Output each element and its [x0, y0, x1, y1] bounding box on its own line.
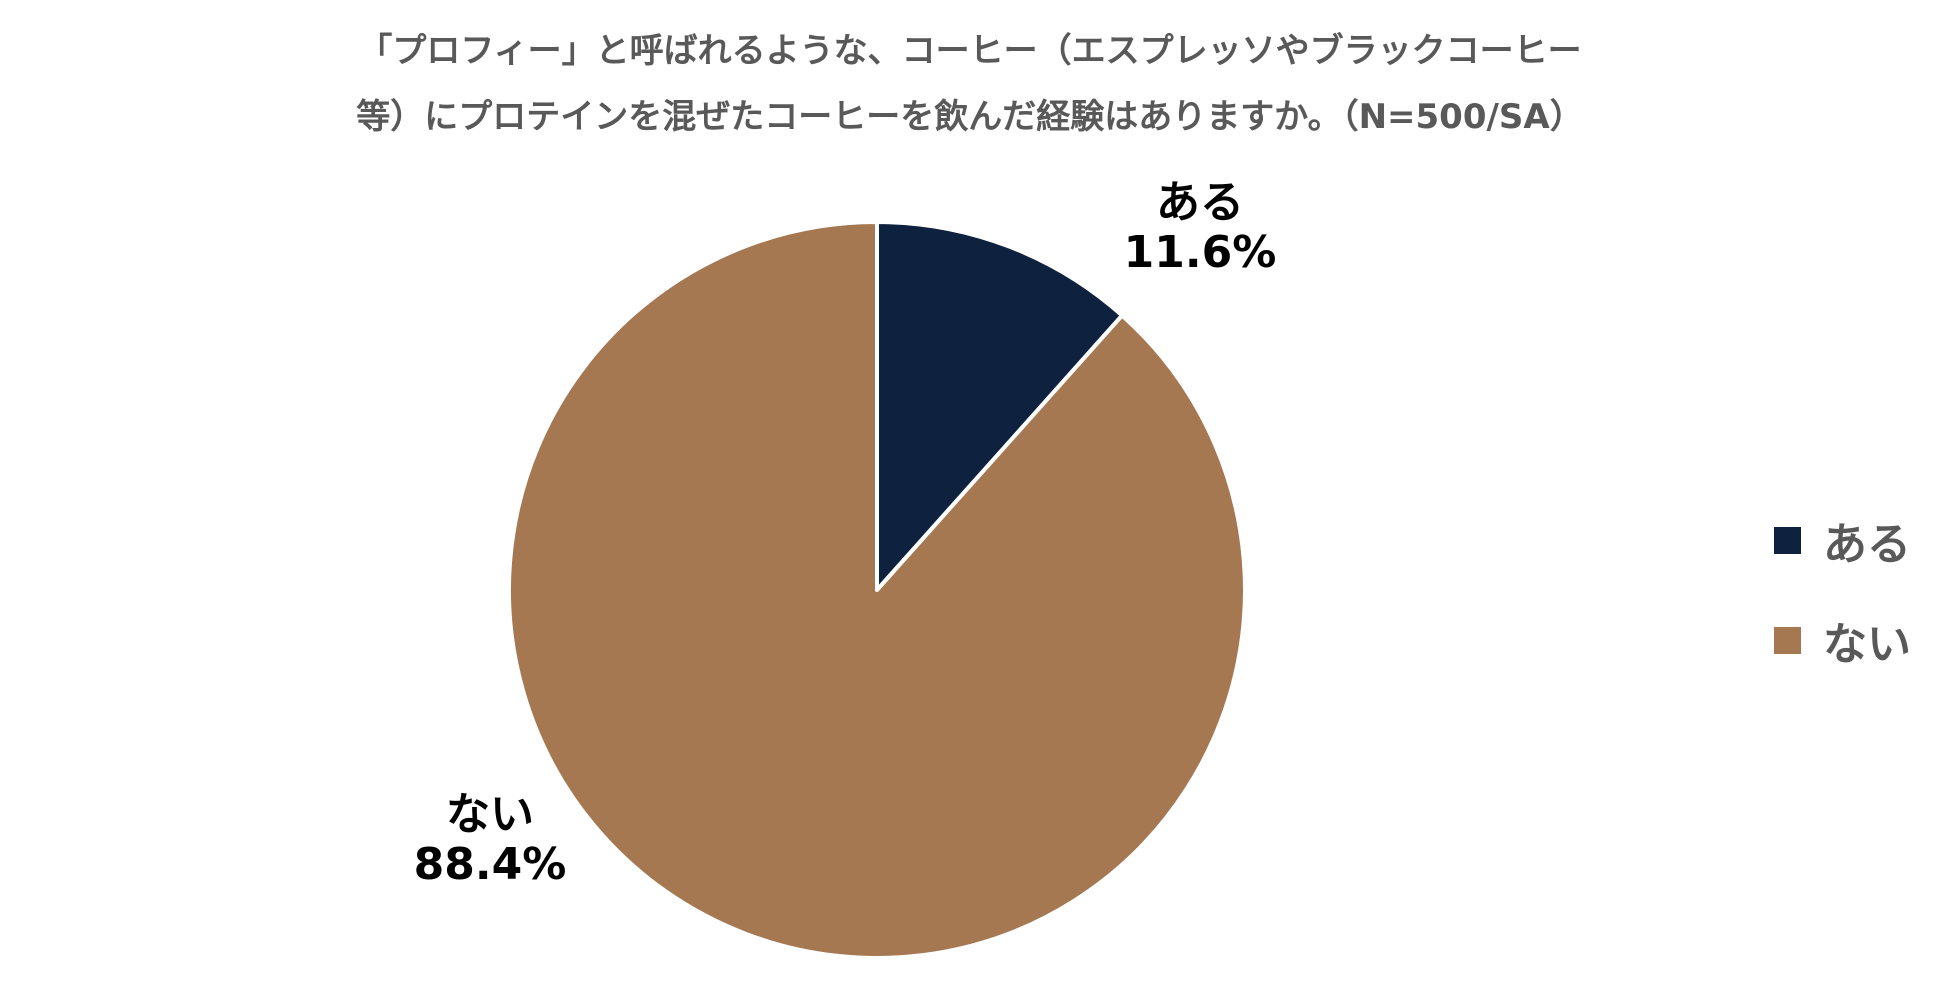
chart-title: 「プロフィー」と呼ばれるような、コーヒー（エスプレッソやブラックコーヒー 等）に…: [190, 18, 1750, 150]
legend-item-aru: ある: [1774, 512, 1911, 570]
legend: ある ない: [1774, 512, 1911, 712]
pie-slice-nai: [507, 220, 1247, 960]
legend-label-aru: ある: [1823, 519, 1911, 570]
legend-swatch-aru: [1774, 526, 1801, 554]
legend-item-nai: ない: [1774, 612, 1911, 670]
data-label-aru: ある 11.6%: [1080, 178, 1320, 278]
legend-label-nai: ない: [1823, 619, 1911, 670]
data-label-nai: ない 88.4%: [380, 790, 600, 890]
legend-swatch-nai: [1774, 626, 1801, 654]
chart-title-line-1: 「プロフィー」と呼ばれるような、コーヒー（エスプレッソやブラックコーヒー: [358, 31, 1582, 71]
chart-title-line-2: 等）にプロテインを混ぜたコーヒーを飲んだ経験はありますか。（N=500/SA）: [356, 97, 1584, 137]
data-label-nai-value: 88.4%: [413, 839, 567, 890]
pie-slice-aru: [875, 220, 1125, 592]
data-label-nai-category: ない: [446, 789, 534, 840]
data-label-aru-value: 11.6%: [1123, 227, 1277, 278]
data-label-aru-category: ある: [1156, 177, 1244, 228]
